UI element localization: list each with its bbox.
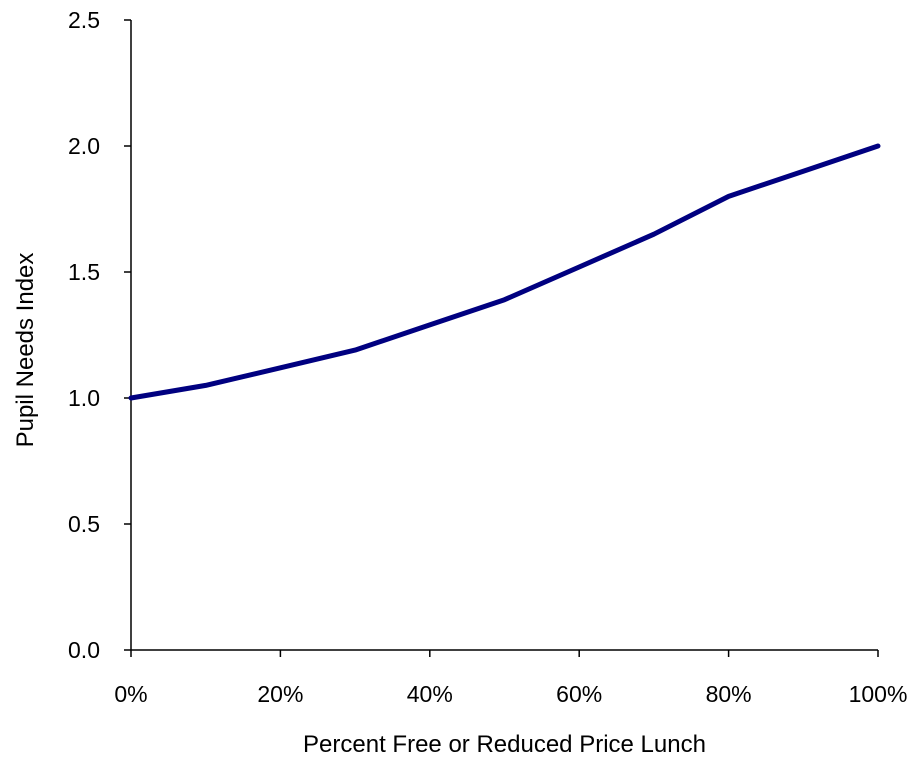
y-tick-label: 1.5	[68, 259, 100, 285]
x-tick-label: 60%	[556, 681, 602, 707]
axes	[130, 20, 878, 651]
y-tick-label: 0.5	[68, 511, 100, 537]
x-tick-label: 80%	[706, 681, 752, 707]
ticks: 0.0 0.5 1.0 1.5 2.0 2.5 0% 20% 40% 60% 80% 100%	[68, 7, 907, 707]
x-tick-label: 100%	[849, 681, 908, 707]
y-tick-label: 2.0	[68, 133, 100, 159]
series-layer	[128, 143, 881, 401]
y-tick-label: 1.0	[68, 385, 100, 411]
x-tick-label: 40%	[407, 681, 453, 707]
x-axis-title: Percent Free or Reduced Price Lunch	[303, 731, 706, 758]
x-tick-label: 20%	[257, 681, 303, 707]
series-line	[128, 143, 881, 401]
y-axis-title: Pupil Needs Index	[12, 253, 39, 448]
y-tick-label: 2.5	[68, 7, 100, 33]
y-tick-label: 0.0	[68, 637, 100, 663]
x-tick-label: 0%	[114, 681, 147, 707]
